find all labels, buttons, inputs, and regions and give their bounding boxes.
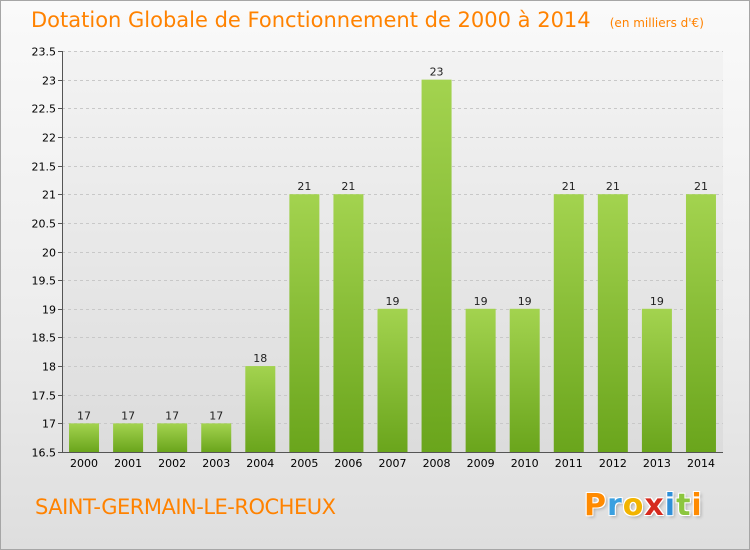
- data-label-2014: 21: [694, 180, 708, 193]
- x-tick-label: 2004: [246, 457, 274, 470]
- y-tick-label: 23: [42, 75, 56, 88]
- bar-2013: [641, 308, 672, 452]
- y-tick-label: 20.5: [32, 218, 57, 231]
- data-label-2006: 21: [341, 180, 355, 193]
- y-tick-label: 17: [42, 418, 56, 431]
- x-tick-label: 2002: [158, 457, 186, 470]
- bar-2002: [157, 423, 188, 452]
- bars: [69, 79, 716, 453]
- data-label-2000: 17: [77, 409, 91, 422]
- x-tick-label: 2006: [334, 457, 362, 470]
- chart-title: Dotation Globale de Fonctionnement de 20…: [31, 8, 591, 32]
- y-tick-label: 23.5: [32, 46, 57, 59]
- x-tick-label: 2009: [467, 457, 495, 470]
- x-axis: 2000 2001 2002 2003 2004 2005 2006 2007 2008 2009…: [62, 452, 723, 470]
- y-tick-label: 19.5: [32, 275, 57, 288]
- bar-2001: [113, 423, 144, 452]
- logo-letter: o: [622, 488, 645, 523]
- data-label-2010: 19: [518, 295, 532, 308]
- y-tick-label: 18.5: [32, 332, 57, 345]
- data-label-2001: 17: [121, 409, 135, 422]
- data-label-2007: 19: [386, 295, 400, 308]
- x-tick-label: 2005: [290, 457, 318, 470]
- commune-name: SAINT-GERMAIN-LE-ROCHEUX: [35, 495, 336, 519]
- bar-2012: [597, 194, 628, 452]
- proxiti-logo[interactable]: Proxiti: [584, 488, 703, 523]
- data-label-2012: 21: [606, 180, 620, 193]
- bar-2003: [201, 423, 232, 452]
- x-tick-label: 2008: [423, 457, 451, 470]
- bar-2014: [685, 194, 716, 452]
- data-label-2013: 19: [650, 295, 664, 308]
- bar-2004: [245, 366, 276, 452]
- y-tick-label: 18: [42, 361, 56, 374]
- y-tick-label: 16.5: [32, 447, 57, 460]
- x-tick-label: 2012: [599, 457, 627, 470]
- bar-2009: [465, 308, 496, 452]
- bar-2010: [509, 308, 540, 452]
- x-tick-label: 2003: [202, 457, 230, 470]
- x-tick-label: 2014: [687, 457, 715, 470]
- y-tick-label: 22.5: [32, 103, 57, 116]
- data-label-2005: 21: [297, 180, 311, 193]
- logo-letter: x: [644, 488, 665, 523]
- data-label-2004: 18: [253, 352, 267, 365]
- data-label-2003: 17: [209, 409, 223, 422]
- logo-letter: r: [607, 488, 623, 523]
- chart-unit: (en milliers d'€): [609, 16, 704, 30]
- x-tick-label: 2013: [643, 457, 671, 470]
- y-tick-label: 20: [42, 247, 56, 260]
- logo-letter: i: [664, 488, 677, 523]
- bar-2005: [289, 194, 320, 452]
- bar-2011: [553, 194, 584, 452]
- bar-2007: [377, 308, 408, 452]
- x-tick-label: 2010: [511, 457, 539, 470]
- data-label-2009: 19: [474, 295, 488, 308]
- y-tick-label: 21: [42, 189, 56, 202]
- x-tick-label: 2011: [555, 457, 583, 470]
- bar-2000: [69, 423, 100, 452]
- data-labels: 17 17 17 17 18 21 21 19 23 19 19 21 21 19 21: [77, 66, 708, 423]
- y-tick-label: 22: [42, 132, 56, 145]
- title-row: Dotation Globale de Fonctionnement de 20…: [31, 8, 704, 32]
- y-tick-label: 17.5: [32, 390, 57, 403]
- logo-letter: t: [676, 488, 692, 523]
- x-tick-label: 2007: [379, 457, 407, 470]
- data-label-2011: 21: [562, 180, 576, 193]
- y-axis: 16.5 17 17.5 18 18.5 19 19.5 20 20.5 21 21.5 22 22.5…: [32, 46, 63, 460]
- logo-letter: P: [584, 488, 607, 523]
- data-label-2008: 23: [430, 66, 444, 79]
- y-tick-label: 19: [42, 304, 56, 317]
- x-tick-label: 2000: [70, 457, 98, 470]
- y-tick-label: 21.5: [32, 161, 57, 174]
- bar-2006: [333, 194, 364, 452]
- x-tick-label: 2001: [114, 457, 142, 470]
- logo-letter: i: [691, 488, 703, 523]
- bar-2008: [421, 79, 452, 453]
- data-label-2002: 17: [165, 409, 179, 422]
